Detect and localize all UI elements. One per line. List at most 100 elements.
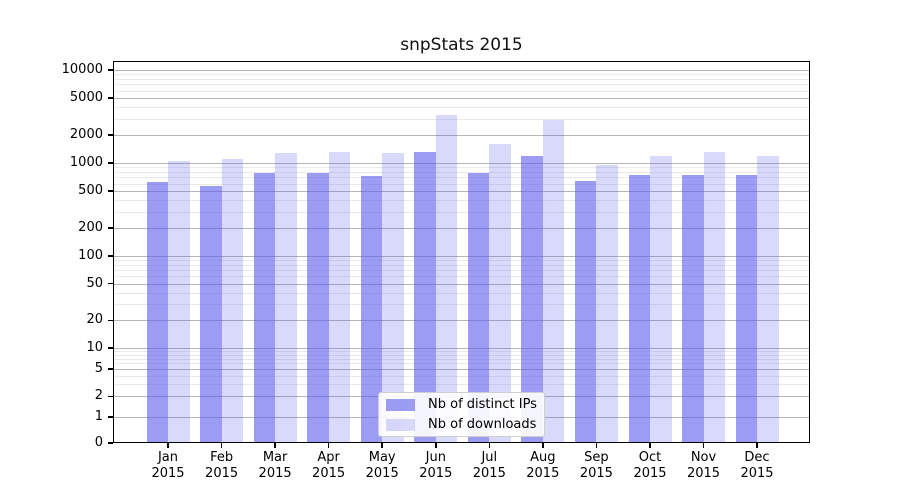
gridline-minor [113, 276, 810, 278]
bar-downloads-aug [542, 120, 565, 443]
gridline-minor [113, 167, 810, 169]
y-tick-mark [108, 368, 113, 370]
gridline-minor [113, 118, 810, 120]
bar-distinct-ips-apr [307, 172, 329, 443]
x-tick-label-jun: Jun 2015 [404, 450, 468, 482]
bar-distinct-ips-jan [146, 181, 168, 443]
y-tick-label: 10 [86, 340, 103, 355]
gridline-minor [113, 270, 810, 272]
bar-distinct-ips-oct [628, 175, 650, 443]
x-tick-year: 2015 [312, 466, 346, 481]
gridline-minor [113, 107, 810, 108]
x-tick-label-aug: Aug 2015 [511, 450, 575, 482]
y-tick-mark [108, 227, 113, 229]
bar-downloads-nov [703, 152, 725, 443]
x-tick-mark [381, 443, 383, 448]
y-tick-mark [108, 416, 113, 418]
bar-downloads-apr [328, 152, 351, 443]
x-tick-label-jul: Jul 2015 [457, 450, 521, 482]
plot-area [113, 61, 810, 443]
y-tick-label: 2 [94, 388, 103, 404]
bar-distinct-ips-jun [414, 152, 436, 443]
x-tick-mark [702, 443, 705, 448]
y-tick-mark [108, 69, 113, 71]
x-tick-label-feb: Feb 2015 [190, 450, 254, 482]
y-tick-label: 200 [78, 220, 103, 235]
x-tick-label-jan: Jan 2015 [136, 450, 200, 482]
bar-downloads-oct [650, 156, 672, 443]
x-tick-month: Feb [210, 450, 234, 465]
x-tick-year: 2015 [526, 466, 560, 481]
gridline-minor [113, 84, 810, 86]
bar-downloads-feb [221, 159, 244, 443]
y-tick-mark [108, 190, 113, 192]
gridline-minor [113, 384, 810, 386]
y-tick-mark [108, 442, 113, 444]
x-tick-mark [220, 443, 223, 448]
gridline-minor [113, 177, 810, 179]
x-tick-mark [649, 443, 651, 448]
y-tick-label: 1 [94, 409, 103, 424]
gridline-major [113, 320, 810, 322]
bar-distinct-ips-feb [200, 186, 222, 443]
gridline-minor [113, 260, 810, 262]
x-tick-year: 2015 [686, 466, 721, 481]
gridline-major [113, 98, 810, 99]
gridline-minor [113, 264, 810, 266]
bar-distinct-ips-dec [735, 175, 757, 443]
x-tick-year: 2015 [365, 466, 399, 481]
bar-downloads-sep [596, 165, 618, 443]
legend-item-downloads: Nb of downloads [386, 416, 537, 433]
y-tick-mark [108, 255, 113, 257]
x-tick-month: Jul [481, 450, 498, 465]
x-tick-month: Jan [157, 450, 179, 465]
gridline-major [113, 135, 810, 136]
gridline-minor [113, 358, 810, 360]
x-tick-mark [756, 443, 758, 448]
x-tick-label-oct: Oct 2015 [618, 450, 682, 482]
x-tick-label-sep: Sep 2015 [564, 450, 628, 482]
gridline-minor [113, 74, 810, 76]
x-tick-mark [542, 443, 544, 448]
bar-downloads-jul [489, 144, 511, 443]
legend-swatch-distinct-ips [386, 398, 415, 411]
legend-label-distinct-ips: Nb of distinct IPs [428, 397, 537, 412]
x-tick-year: 2015 [633, 466, 667, 481]
y-tick-label: 5000 [69, 90, 103, 105]
gridline-minor [113, 211, 810, 213]
gridline-major [113, 163, 810, 164]
y-tick-label: 1000 [69, 155, 103, 170]
y-tick-label: 100 [78, 248, 103, 263]
gridline-minor [113, 292, 810, 294]
x-tick-label-dec: Dec 2015 [725, 450, 789, 482]
x-tick-year: 2015 [419, 466, 453, 481]
x-tick-label-may: May 2015 [350, 450, 414, 482]
chart-title: snpStats 2015 [400, 35, 523, 55]
bar-distinct-ips-mar [253, 173, 276, 443]
bar-downloads-jun [435, 114, 458, 443]
y-tick-mark [108, 162, 113, 164]
gridline-major [113, 256, 810, 257]
y-tick-label: 500 [78, 183, 103, 198]
x-tick-year: 2015 [205, 466, 239, 481]
x-tick-mark [167, 443, 169, 448]
gridline-major [113, 70, 810, 71]
gridline-major [113, 283, 810, 285]
y-tick-label: 50 [86, 275, 103, 291]
legend: Nb of distinct IPs Nb of downloads [378, 392, 545, 437]
x-tick-month: Nov [690, 450, 717, 465]
x-tick-month: Oct [638, 450, 662, 465]
y-tick-label: 20 [86, 312, 103, 328]
bar-downloads-dec [757, 156, 779, 443]
gridline-minor [113, 363, 810, 365]
bar-distinct-ips-sep [574, 181, 597, 443]
y-tick-mark [108, 134, 113, 136]
gridline-minor [113, 200, 810, 201]
bar-distinct-ips-may [360, 175, 383, 443]
x-tick-month: May [368, 450, 396, 465]
legend-swatch-downloads [386, 418, 415, 431]
gridline-major [113, 348, 810, 349]
x-tick-year: 2015 [740, 466, 774, 481]
y-tick-mark [108, 395, 113, 397]
